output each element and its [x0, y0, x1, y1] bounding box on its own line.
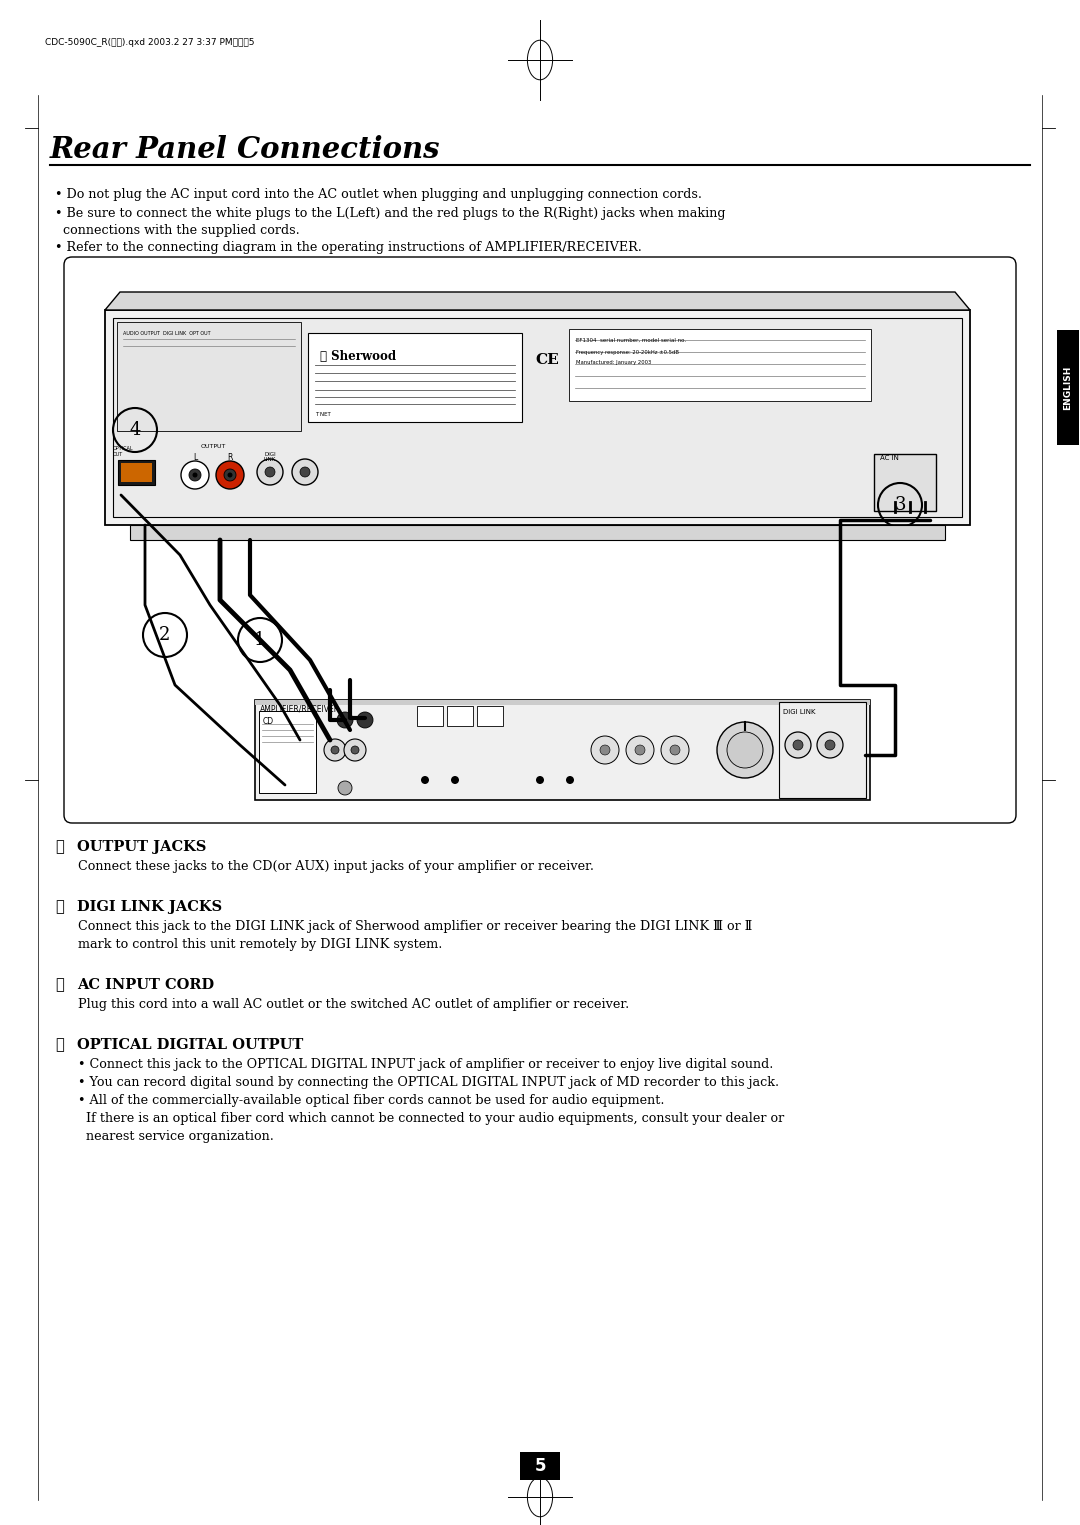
- Text: OPTICAL DIGITAL OUTPUT: OPTICAL DIGITAL OUTPUT: [77, 1039, 303, 1052]
- Text: connections with the supplied cords.: connections with the supplied cords.: [55, 224, 300, 236]
- Circle shape: [451, 776, 459, 784]
- FancyBboxPatch shape: [569, 329, 870, 401]
- Text: Manufactured: January 2003: Manufactured: January 2003: [576, 360, 651, 364]
- Text: 5: 5: [535, 1456, 545, 1475]
- Circle shape: [816, 732, 843, 758]
- FancyBboxPatch shape: [130, 525, 945, 540]
- Text: mark to control this unit remotely by DIGI LINK system.: mark to control this unit remotely by DI…: [78, 938, 443, 952]
- Text: Rear Panel Connections: Rear Panel Connections: [50, 136, 441, 165]
- Circle shape: [536, 776, 544, 784]
- Text: If there is an optical fiber cord which cannot be connected to your audio equipm: If there is an optical fiber cord which …: [78, 1112, 784, 1125]
- Text: CD: CD: [264, 717, 274, 726]
- Circle shape: [600, 746, 610, 755]
- FancyBboxPatch shape: [308, 332, 522, 422]
- FancyBboxPatch shape: [477, 706, 503, 726]
- FancyBboxPatch shape: [105, 310, 970, 525]
- Text: OUTPUT JACKS: OUTPUT JACKS: [77, 840, 206, 854]
- FancyBboxPatch shape: [113, 319, 962, 517]
- Text: L: L: [193, 453, 198, 462]
- FancyBboxPatch shape: [255, 700, 870, 801]
- Circle shape: [793, 740, 804, 750]
- Circle shape: [727, 732, 762, 769]
- Circle shape: [216, 461, 244, 490]
- Text: • You can record digital sound by connecting the OPTICAL DIGITAL INPUT jack of M: • You can record digital sound by connec…: [78, 1077, 779, 1089]
- FancyBboxPatch shape: [64, 258, 1016, 824]
- Circle shape: [189, 470, 201, 480]
- Text: • Connect this jack to the OPTICAL DIGITAL INPUT jack of amplifier or receiver t: • Connect this jack to the OPTICAL DIGIT…: [78, 1058, 773, 1071]
- Circle shape: [825, 740, 835, 750]
- Circle shape: [635, 746, 645, 755]
- Text: EF1304  serial number, model serial no.: EF1304 serial number, model serial no.: [576, 339, 686, 343]
- FancyBboxPatch shape: [1057, 329, 1079, 445]
- Circle shape: [337, 712, 353, 727]
- Text: AC IN: AC IN: [880, 454, 899, 461]
- Text: • All of the commercially-available optical fiber cords cannot be used for audio: • All of the commercially-available opti…: [78, 1093, 664, 1107]
- Text: Connect these jacks to the CD(or AUX) input jacks of your amplifier or receiver.: Connect these jacks to the CD(or AUX) in…: [78, 860, 594, 872]
- Text: • Do not plug the AC input cord into the AC outlet when plugging and unplugging : • Do not plug the AC input cord into the…: [55, 188, 702, 201]
- Text: ②: ②: [55, 900, 64, 913]
- Circle shape: [224, 470, 237, 480]
- Circle shape: [265, 467, 275, 477]
- Circle shape: [192, 473, 198, 477]
- Text: Ⓢ Sherwood: Ⓢ Sherwood: [320, 351, 396, 363]
- Circle shape: [357, 712, 373, 727]
- Text: DIGI LINK: DIGI LINK: [783, 709, 815, 715]
- Text: • Refer to the connecting diagram in the operating instructions of AMPLIFIER/REC: • Refer to the connecting diagram in the…: [55, 241, 642, 255]
- Text: AC INPUT CORD: AC INPUT CORD: [77, 978, 214, 991]
- Text: ④: ④: [55, 1039, 64, 1052]
- FancyBboxPatch shape: [417, 706, 443, 726]
- Circle shape: [661, 737, 689, 764]
- Circle shape: [566, 776, 573, 784]
- Circle shape: [717, 721, 773, 778]
- Text: ENGLISH: ENGLISH: [1064, 366, 1072, 410]
- FancyBboxPatch shape: [117, 322, 301, 432]
- FancyBboxPatch shape: [255, 700, 870, 705]
- Circle shape: [181, 461, 210, 490]
- Text: R: R: [227, 453, 232, 462]
- FancyBboxPatch shape: [447, 706, 473, 726]
- Text: 4: 4: [130, 421, 140, 439]
- FancyBboxPatch shape: [259, 711, 316, 793]
- Text: CDC-5090C_R(영어).qxd 2003.2 27 3:37 PM페이지5: CDC-5090C_R(영어).qxd 2003.2 27 3:37 PM페이지…: [45, 38, 255, 47]
- Circle shape: [785, 732, 811, 758]
- Polygon shape: [105, 291, 970, 310]
- Text: Connect this jack to the DIGI LINK jack of Sherwood amplifier or receiver bearin: Connect this jack to the DIGI LINK jack …: [78, 920, 753, 933]
- Circle shape: [591, 737, 619, 764]
- FancyBboxPatch shape: [519, 1452, 561, 1479]
- Circle shape: [338, 781, 352, 795]
- Circle shape: [324, 740, 346, 761]
- Circle shape: [351, 746, 359, 753]
- Text: • Be sure to connect the white plugs to the L(Left) and the red plugs to the R(R: • Be sure to connect the white plugs to …: [55, 207, 726, 220]
- Text: OPTICAL
OUT: OPTICAL OUT: [113, 447, 134, 458]
- Text: DIGI
LINK: DIGI LINK: [264, 451, 276, 462]
- Text: OUTPUT: OUTPUT: [200, 444, 226, 448]
- FancyBboxPatch shape: [121, 464, 152, 482]
- FancyBboxPatch shape: [779, 702, 866, 798]
- Circle shape: [421, 776, 429, 784]
- Text: 2: 2: [160, 625, 171, 644]
- Circle shape: [257, 459, 283, 485]
- Text: CE: CE: [535, 352, 558, 368]
- Text: 1: 1: [254, 631, 266, 650]
- Circle shape: [345, 740, 366, 761]
- Text: nearest service organization.: nearest service organization.: [78, 1130, 274, 1144]
- Text: AMPLIFIER/RECEIVER: AMPLIFIER/RECEIVER: [260, 705, 340, 714]
- Text: 3: 3: [894, 496, 906, 514]
- Text: AUDIO OUTPUT  DIGI LINK  OPT OUT: AUDIO OUTPUT DIGI LINK OPT OUT: [123, 331, 211, 336]
- Text: ③: ③: [55, 978, 64, 991]
- Circle shape: [330, 746, 339, 753]
- FancyBboxPatch shape: [874, 454, 936, 511]
- Text: T NET: T NET: [315, 412, 330, 416]
- Text: Frequency response: 20-20kHz ±0.5dB: Frequency response: 20-20kHz ±0.5dB: [576, 351, 679, 355]
- Circle shape: [300, 467, 310, 477]
- Text: DIGI LINK JACKS: DIGI LINK JACKS: [77, 900, 222, 913]
- Text: ①: ①: [55, 840, 64, 854]
- Text: Plug this cord into a wall AC outlet or the switched AC outlet of amplifier or r: Plug this cord into a wall AC outlet or …: [78, 997, 630, 1011]
- Circle shape: [626, 737, 654, 764]
- Circle shape: [228, 473, 232, 477]
- Circle shape: [292, 459, 318, 485]
- FancyBboxPatch shape: [118, 461, 156, 485]
- Circle shape: [670, 746, 680, 755]
